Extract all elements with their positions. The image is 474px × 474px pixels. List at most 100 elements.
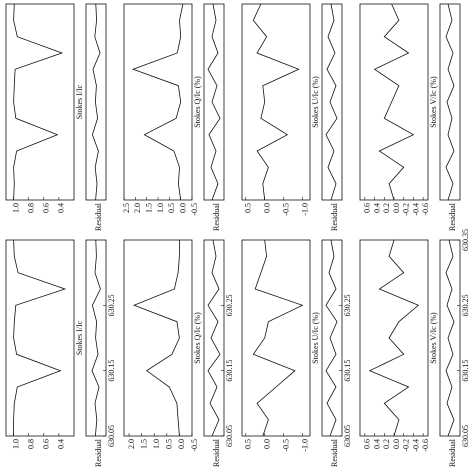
y-tick-label: 0.8 [26, 439, 35, 449]
y-tick-label: -0.6 [421, 439, 430, 452]
panel-frame [123, 3, 193, 201]
panel-frame [123, 239, 193, 437]
y-tick-label: 2.5 [122, 203, 131, 213]
x-tick-label: 630.05 [107, 425, 116, 447]
y-tick-label: 0.0 [262, 203, 271, 213]
profile-line [252, 3, 300, 201]
residual-label: Residual [448, 438, 457, 467]
residual-label: Residual [330, 438, 339, 467]
residual-frame [203, 3, 225, 201]
profile-line [131, 3, 184, 201]
y-tick-label: 0.6 [42, 439, 51, 449]
residual-line [445, 3, 455, 201]
profile-line [133, 240, 180, 437]
residual-line [91, 239, 101, 437]
y-axis-label: Stokes I/Ic [75, 84, 84, 119]
residual-line [207, 239, 221, 437]
y-tick-label: 0.4 [372, 203, 381, 213]
panel-frame [241, 239, 311, 437]
y-tick-label: 0.5 [244, 439, 253, 449]
profile-line [13, 239, 67, 436]
residual-line [91, 3, 101, 201]
panel-frame [5, 3, 75, 201]
x-tick-label: 630.35 [461, 229, 470, 251]
residual-frame [85, 3, 107, 201]
residual-label: Residual [212, 202, 221, 231]
y-axis-label: Stokes V/Ic (%) [429, 76, 438, 128]
y-tick-label: 0.2 [382, 203, 391, 213]
y-tick-label: -0.2 [402, 439, 411, 452]
y-tick-label: 0.4 [57, 203, 66, 213]
y-tick-label: -0.5 [190, 439, 199, 452]
x-tick-label: 630.05 [461, 425, 470, 447]
y-tick-label: 0.6 [42, 203, 51, 213]
y-tick-label: -0.4 [411, 439, 420, 452]
x-tick-label: 630.25 [225, 294, 234, 316]
y-axis-label: Stokes Q/Ic (%) [193, 76, 202, 128]
y-tick-label: 0.6 [363, 203, 372, 213]
residual-label: Residual [94, 438, 103, 467]
y-tick-label: 0.8 [26, 203, 35, 213]
y-axis-label: Stokes U/Ic (%) [311, 312, 320, 364]
y-tick-label: -1.0 [300, 203, 309, 216]
y-tick-label: 0.4 [372, 439, 381, 449]
x-tick-label: 630.25 [461, 294, 470, 316]
y-tick-label: 0.0 [262, 439, 271, 449]
y-axis-label: Stokes Q/Ic (%) [193, 312, 202, 364]
x-tick-label: 630.15 [107, 360, 116, 382]
y-tick-label: -0.6 [421, 203, 430, 216]
x-tick-label: 630.25 [343, 294, 352, 316]
y-tick-label: 2.0 [133, 203, 142, 213]
residual-label: Residual [448, 202, 457, 231]
y-tick-label: -0.2 [402, 203, 411, 216]
y-tick-label: 0.0 [392, 439, 401, 449]
y-tick-label: 0.0 [177, 439, 186, 449]
x-tick-label: 630.05 [343, 425, 352, 447]
y-tick-label: -0.4 [411, 203, 420, 216]
residual-line [325, 3, 338, 201]
panel-frame [359, 239, 429, 437]
residual-frame [203, 239, 225, 437]
y-tick-label: 0.5 [244, 203, 253, 213]
residual-frame [439, 239, 461, 437]
residual-label: Residual [330, 202, 339, 231]
profile-line [252, 239, 304, 437]
x-tick-label: 630.15 [225, 360, 234, 382]
y-tick-label: -0.5 [190, 203, 199, 216]
x-tick-label: 630.05 [225, 425, 234, 447]
y-tick-label: 0.0 [178, 203, 187, 213]
residual-line [445, 239, 455, 437]
profile-line [13, 3, 64, 201]
y-tick-label: -1.0 [300, 439, 309, 452]
panel-frame [5, 239, 75, 437]
y-tick-label: 1.5 [139, 439, 148, 449]
y-tick-label: 0.0 [392, 203, 401, 213]
y-tick-label: 0.4 [57, 439, 66, 449]
residual-frame [321, 3, 343, 201]
y-tick-label: -0.5 [281, 203, 290, 216]
y-tick-label: 0.5 [167, 203, 176, 213]
y-axis-label: Stokes I/Ic [75, 320, 84, 355]
y-axis-label: Stokes U/Ic (%) [311, 76, 320, 128]
y-tick-label: 1.0 [11, 439, 20, 449]
residual-label: Residual [94, 202, 103, 231]
panel-frame [359, 3, 429, 201]
y-tick-label: 1.0 [11, 203, 20, 213]
profile-line [373, 3, 415, 201]
x-tick-label: 630.25 [107, 294, 116, 316]
y-tick-label: 1.5 [144, 203, 153, 213]
y-tick-label: 1.0 [156, 203, 165, 213]
residual-line [325, 239, 338, 437]
y-tick-label: -0.5 [281, 439, 290, 452]
x-tick-label: 630.15 [461, 360, 470, 382]
residual-frame [439, 3, 461, 201]
residual-frame [321, 239, 343, 437]
residual-line [207, 3, 221, 201]
profile-line [368, 239, 420, 437]
y-tick-label: 1.0 [152, 439, 161, 449]
y-axis-label: Stokes V/Ic (%) [429, 312, 438, 364]
panel-frame [241, 3, 311, 201]
x-tick-label: 630.15 [343, 360, 352, 382]
y-tick-label: 0.5 [165, 439, 174, 449]
